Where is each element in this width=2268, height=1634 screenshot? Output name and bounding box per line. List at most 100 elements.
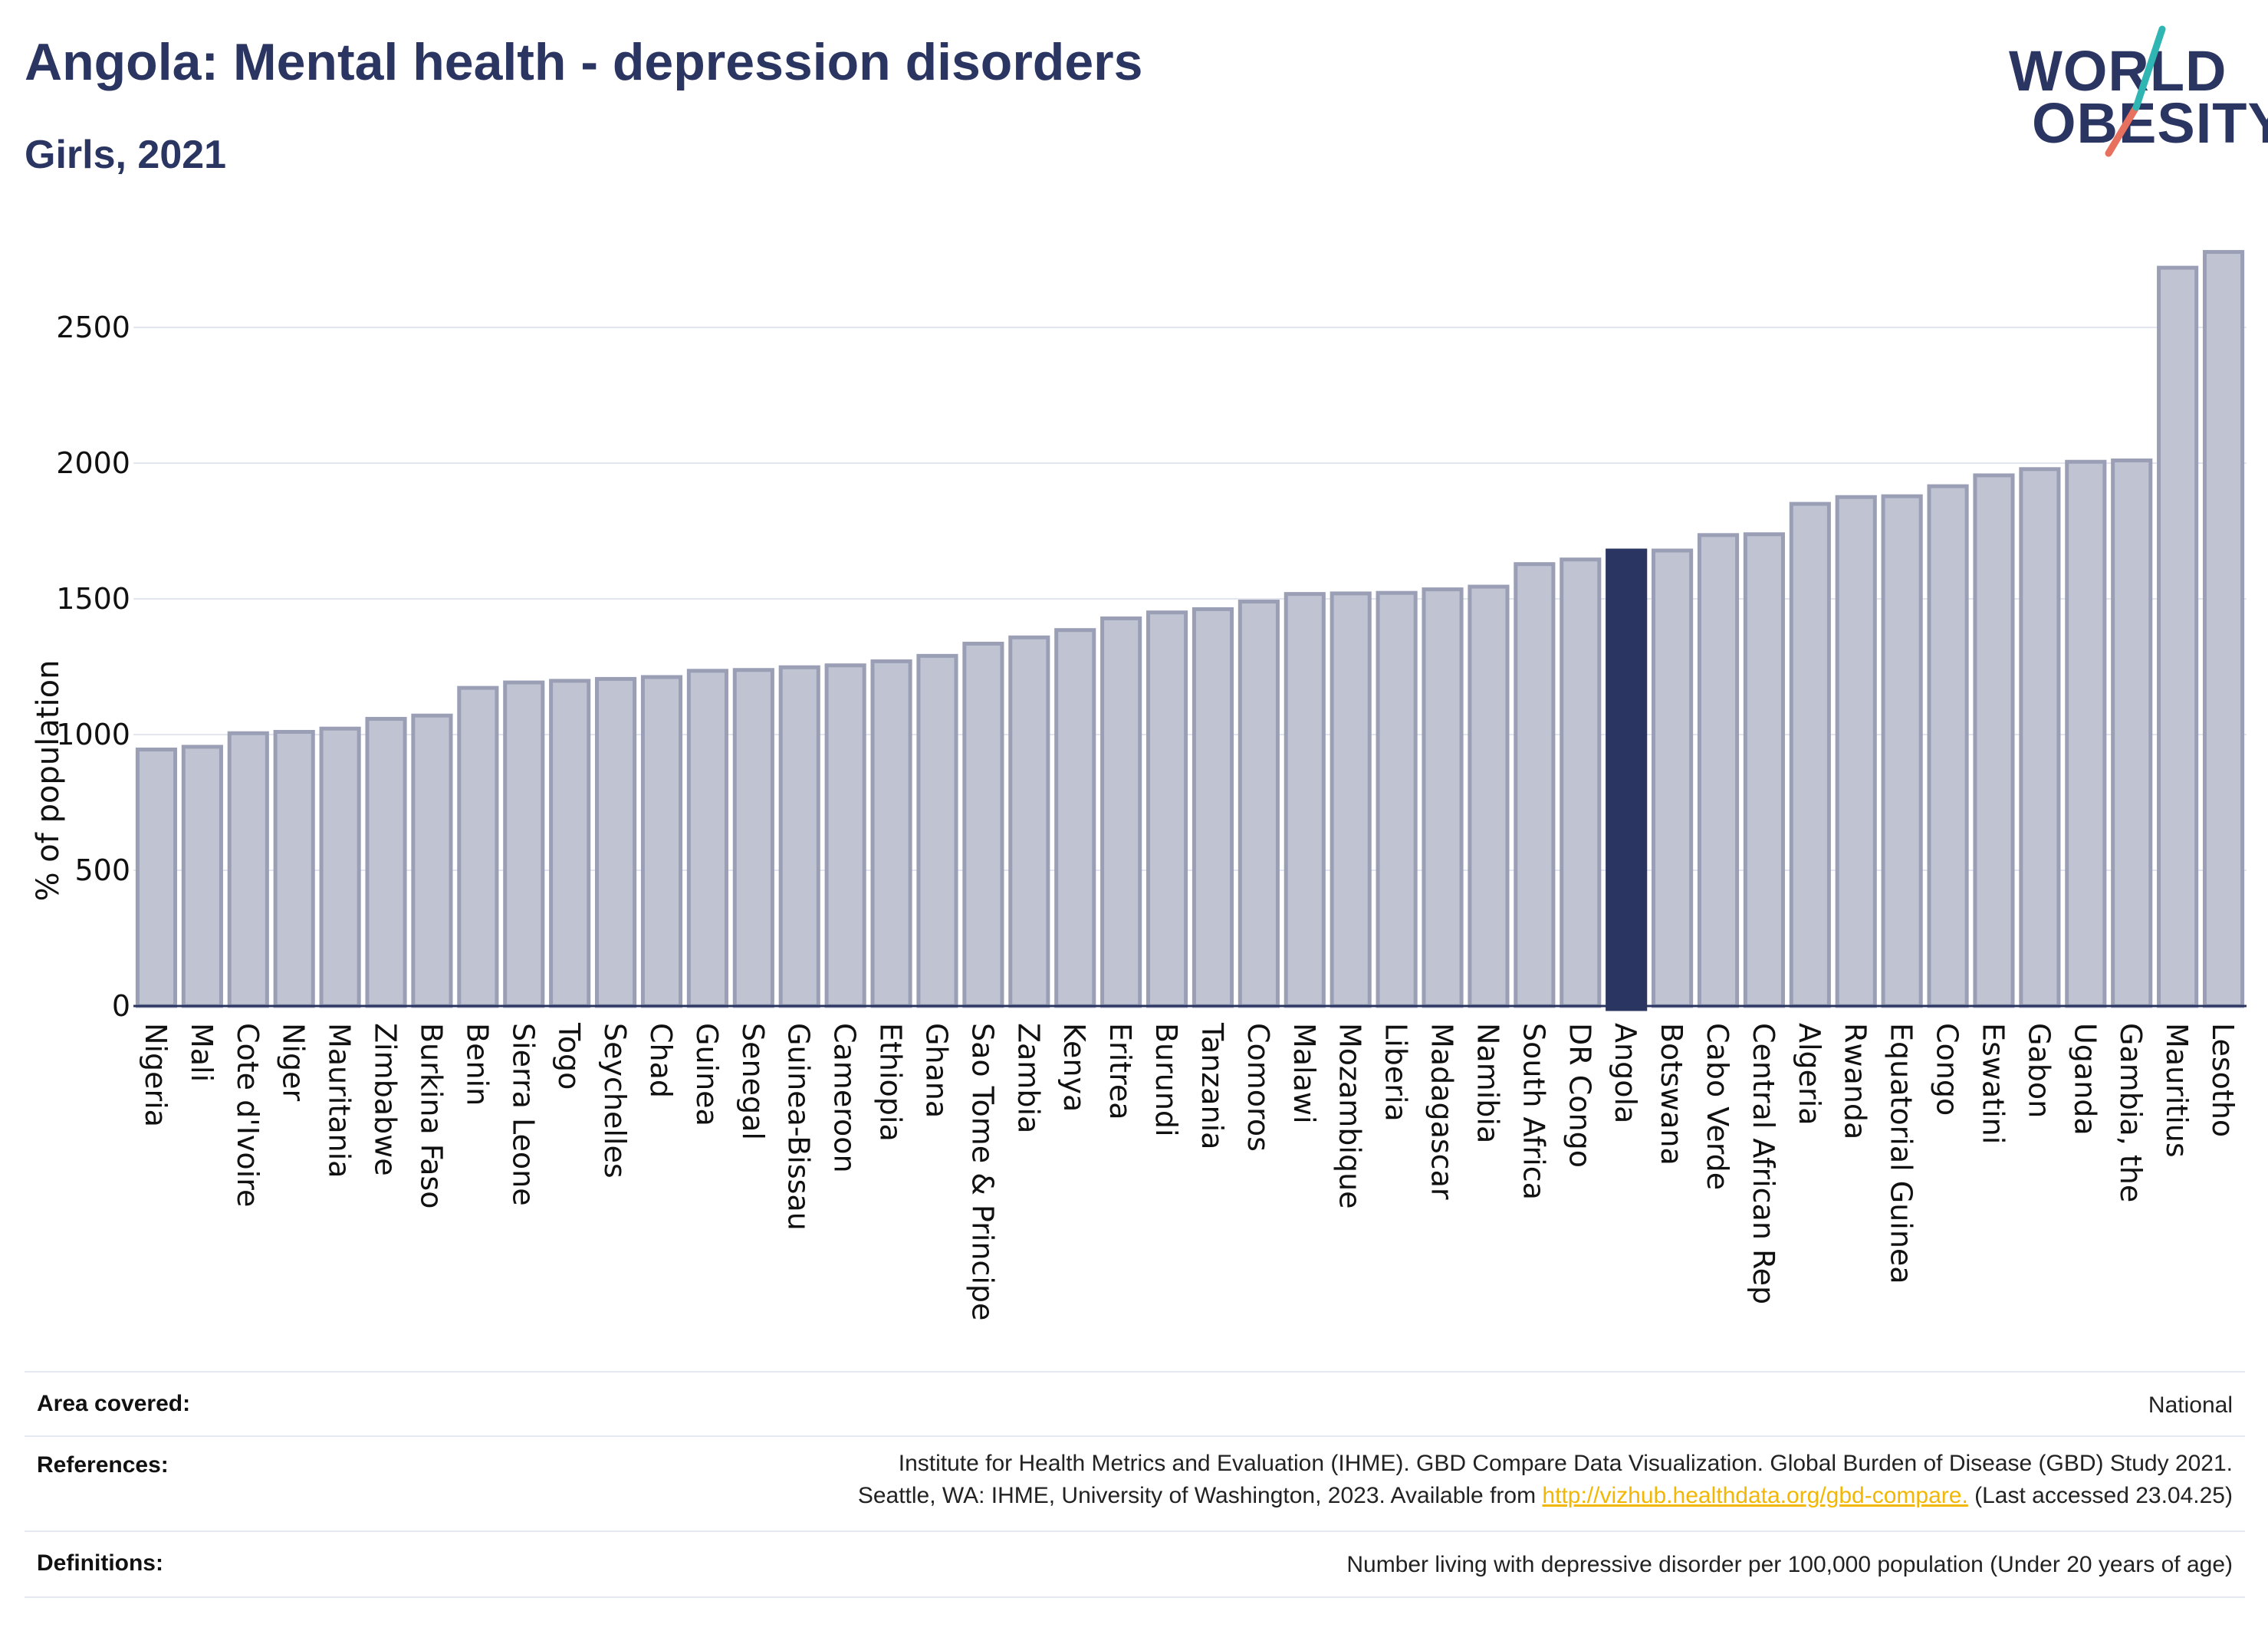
x-tick-label: Togo: [552, 1022, 586, 1090]
x-tick-label: Mali: [185, 1023, 219, 1082]
x-tick-label: Equatorial Guinea: [1885, 1023, 1918, 1284]
bar-guinea-bissau[interactable]: [778, 665, 820, 1008]
bar-togo[interactable]: [549, 679, 591, 1008]
bar-zimbabwe[interactable]: [365, 716, 407, 1008]
bar-angola[interactable]: [1606, 548, 1648, 1011]
x-tick-label: Cameroon: [828, 1023, 862, 1173]
x-tick-label: Guinea: [690, 1023, 724, 1126]
bar-burundi[interactable]: [1146, 610, 1188, 1008]
x-tick-label: Kenya: [1057, 1023, 1091, 1112]
bar-tanzania[interactable]: [1192, 607, 1234, 1008]
references-link[interactable]: http://vizhub.healthdata.org/gbd-compare…: [1542, 1483, 1968, 1508]
references-row: References: Institute for Health Metrics…: [25, 1435, 2245, 1532]
bar-benin[interactable]: [457, 685, 499, 1008]
x-tick-label: Zambia: [1011, 1023, 1045, 1133]
x-tick-label: Seychelles: [598, 1023, 632, 1179]
x-tick-label: Algeria: [1793, 1023, 1826, 1126]
x-tick-label: Cote d'Ivoire: [231, 1023, 265, 1207]
bar-zambia[interactable]: [1008, 635, 1050, 1008]
bar-malawi[interactable]: [1284, 592, 1326, 1008]
x-tick-label: Mauritania: [323, 1023, 357, 1178]
area-covered-label: Area covered:: [37, 1391, 191, 1416]
bar-ethiopia[interactable]: [870, 659, 912, 1008]
bar-mali[interactable]: [181, 745, 223, 1008]
logo-slash-icon: [2105, 25, 2166, 157]
bar-cote-d-ivoire[interactable]: [227, 731, 269, 1008]
bar-eswatini[interactable]: [1973, 473, 2015, 1008]
definitions-label: Definitions:: [37, 1550, 163, 1576]
x-tick-label: Eritrea: [1103, 1023, 1137, 1120]
x-tick-label: Burkina Faso: [414, 1023, 448, 1209]
x-tick-label: Tanzania: [1195, 1022, 1229, 1149]
definitions-value: Number living with depressive disorder p…: [1346, 1552, 2233, 1577]
x-tick-label: South Africa: [1517, 1023, 1550, 1200]
x-tick-label: Mauritius: [2160, 1023, 2194, 1158]
y-tick-label: 0: [112, 989, 130, 1023]
bar-mauritania[interactable]: [319, 726, 361, 1008]
x-tick-label: Chad: [644, 1023, 678, 1098]
references-text-pre: Seattle, WA: IHME, University of Washing…: [857, 1483, 1543, 1508]
bar-cabo-verde[interactable]: [1697, 533, 1740, 1008]
bar-mauritius[interactable]: [2157, 265, 2199, 1008]
x-tick-label: Liberia: [1379, 1023, 1413, 1122]
bar-uganda[interactable]: [2065, 459, 2107, 1008]
bar-algeria[interactable]: [1789, 501, 1831, 1008]
bar-congo[interactable]: [1927, 484, 1969, 1008]
y-ticks: 0 500 1000 1500 2000 2500: [56, 311, 130, 1023]
y-tick-label: 500: [74, 853, 130, 887]
bar-seychelles[interactable]: [595, 676, 637, 1008]
bar-burkina-faso[interactable]: [411, 713, 453, 1008]
bar-sierra-leone[interactable]: [503, 680, 545, 1008]
bar-gabon[interactable]: [2019, 467, 2061, 1008]
y-tick-label: 2500: [56, 311, 130, 344]
bar-equatorial-guinea[interactable]: [1881, 494, 1923, 1008]
chart-title: Angola: Mental health - depression disor…: [25, 33, 1143, 91]
bar-south-africa[interactable]: [1514, 562, 1556, 1008]
x-tick-label: Benin: [460, 1023, 494, 1106]
bar-guinea[interactable]: [686, 669, 728, 1008]
bar-niger[interactable]: [273, 729, 315, 1008]
x-tick-label: Gabon: [2022, 1023, 2056, 1118]
y-axis-label: % of population: [31, 660, 66, 902]
x-tick-label: DR Congo: [1563, 1023, 1596, 1168]
bar-rwanda[interactable]: [1835, 495, 1877, 1008]
x-tick-label: Burundi: [1149, 1023, 1183, 1137]
bar-sao-tome-principe[interactable]: [962, 641, 1004, 1008]
area-covered-row: Area covered: National: [25, 1371, 2245, 1437]
bar-lesotho[interactable]: [2202, 250, 2245, 1008]
bar-senegal[interactable]: [732, 668, 774, 1008]
x-tick-label: Eswatini: [1976, 1023, 2010, 1144]
chart-subtitle: Girls, 2021: [25, 133, 227, 177]
bar-gambia-the[interactable]: [2111, 458, 2153, 1008]
area-covered-value: National: [2148, 1392, 2233, 1418]
x-tick-label: Ghana: [919, 1023, 953, 1118]
bar-cameroon[interactable]: [824, 663, 866, 1008]
bar-ghana[interactable]: [916, 653, 958, 1008]
bar-central-african-rep[interactable]: [1743, 532, 1785, 1008]
x-tick-label: Ethiopia: [874, 1023, 908, 1142]
bar-mozambique[interactable]: [1330, 591, 1372, 1008]
bar-nigeria[interactable]: [135, 747, 178, 1008]
bar-comoros[interactable]: [1238, 600, 1280, 1008]
references-text-post: (Last accessed 23.04.25): [1967, 1483, 2233, 1508]
x-tick-label: Lesotho: [2206, 1023, 2240, 1137]
bar-kenya[interactable]: [1054, 628, 1096, 1008]
references-value: Institute for Health Metrics and Evaluat…: [858, 1448, 2233, 1512]
x-tick-label: Nigeria: [139, 1023, 173, 1127]
x-tick-label: Botswana: [1655, 1023, 1688, 1165]
bar-liberia[interactable]: [1376, 590, 1418, 1008]
x-tick-label: Congo: [1931, 1023, 1964, 1116]
bar-namibia[interactable]: [1468, 584, 1510, 1008]
x-tick-label: Sierra Leone: [506, 1023, 540, 1206]
bar-chad[interactable]: [640, 675, 683, 1008]
bars: [135, 250, 2245, 1011]
x-tick-label: Comoros: [1241, 1023, 1275, 1152]
bar-eritrea[interactable]: [1100, 616, 1142, 1008]
bar-botswana[interactable]: [1652, 548, 1694, 1008]
bar-madagascar[interactable]: [1422, 587, 1464, 1008]
x-tick-label: Cabo Verde: [1701, 1023, 1734, 1190]
references-line-1: Institute for Health Metrics and Evaluat…: [898, 1451, 2233, 1476]
bar-dr-congo[interactable]: [1560, 557, 1602, 1008]
x-tick-labels: Nigeria Mali Cote d'Ivoire Niger Mauritania Z…: [139, 1022, 2240, 1320]
x-tick-label: Mozambique: [1333, 1023, 1367, 1209]
